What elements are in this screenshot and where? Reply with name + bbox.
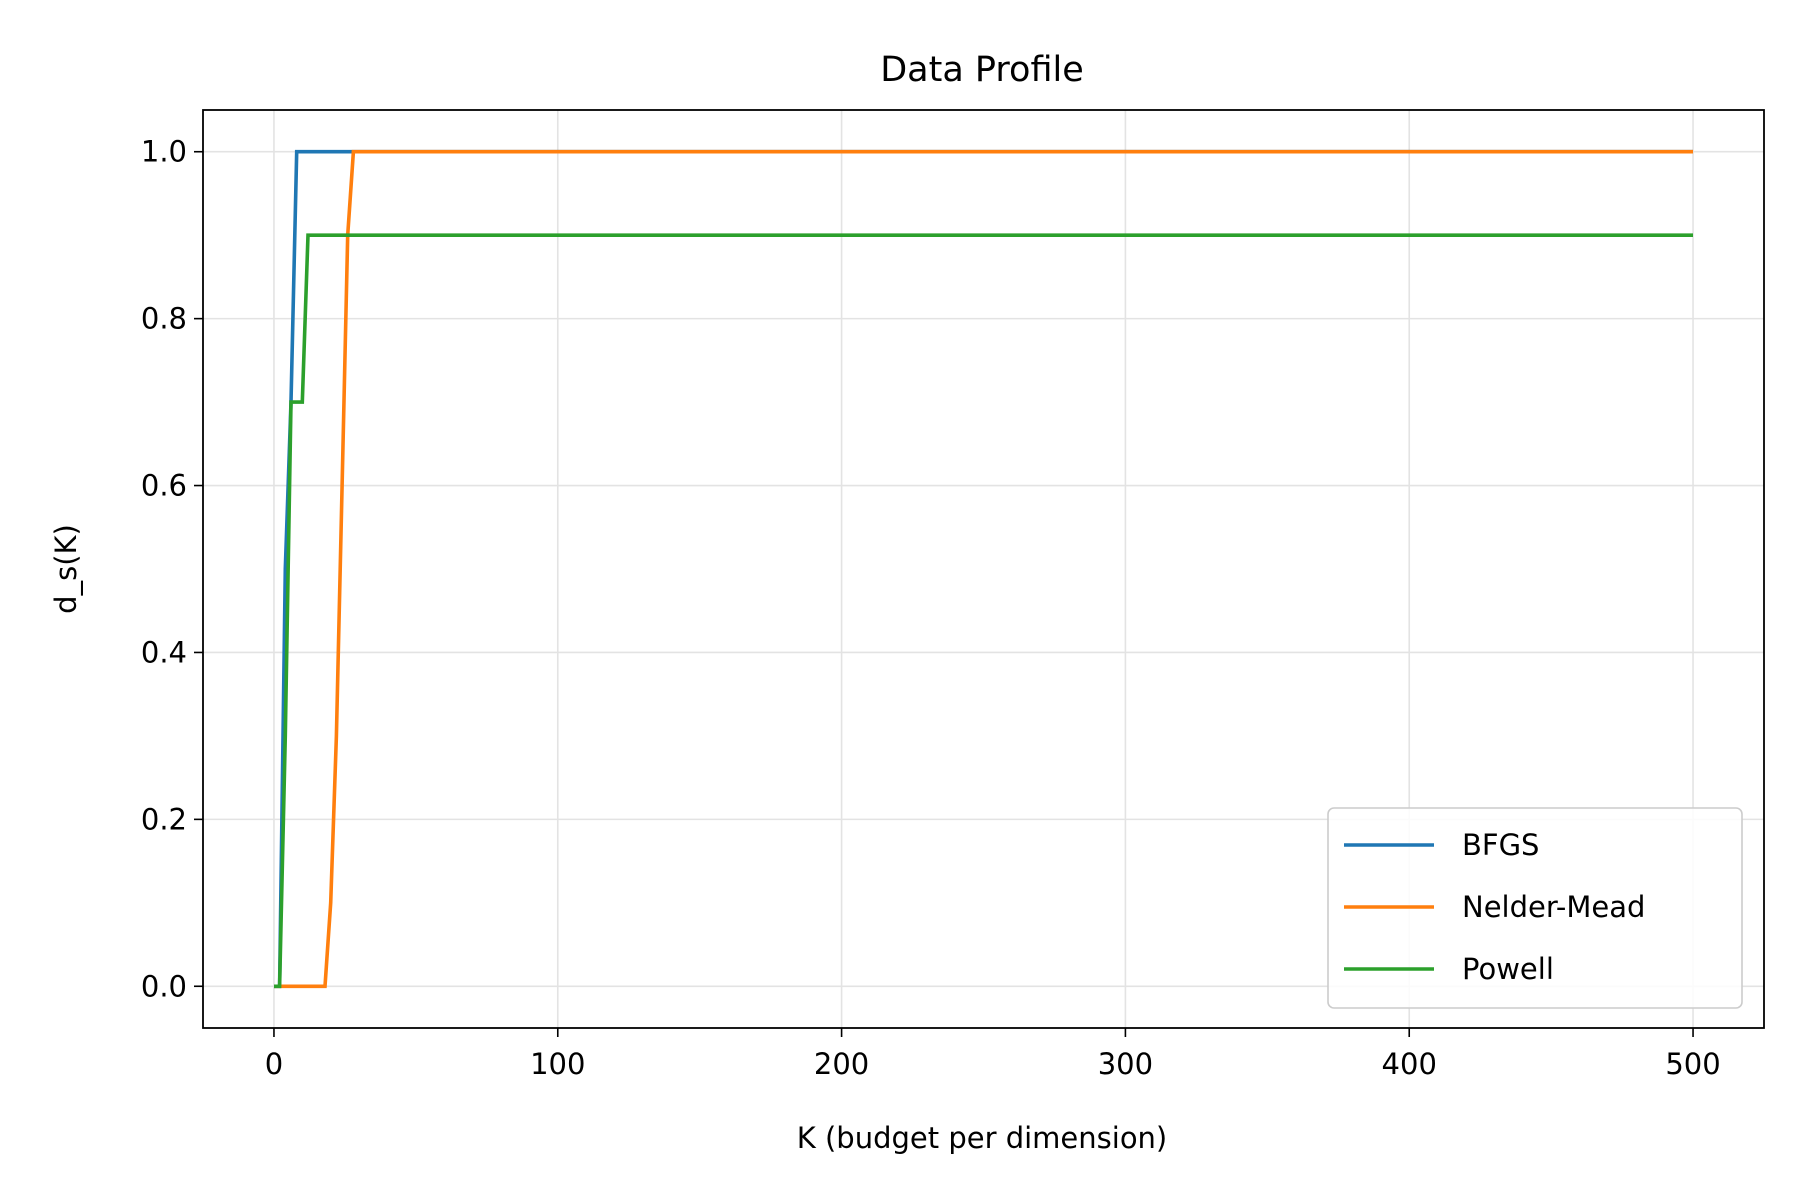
y-tick-label: 0.2 <box>141 802 187 836</box>
axes-frame <box>202 109 1765 1029</box>
legend-label-nelder-mead: Nelder-Mead <box>1462 890 1645 924</box>
series-line-nelder-mead <box>274 149 1693 989</box>
y-tick-label: 0.8 <box>141 302 187 336</box>
series-line-powell <box>274 233 1693 989</box>
y-tick-label: 1.0 <box>141 135 187 169</box>
legend: BFGS Nelder-Mead Powell <box>1327 807 1743 1009</box>
x-tick-label: 100 <box>530 1047 585 1081</box>
chart-title: Data Profile <box>880 50 1084 90</box>
x-tick-label: 300 <box>1098 1047 1153 1081</box>
x-tick-label: 500 <box>1665 1047 1720 1081</box>
series-lines <box>274 149 1693 989</box>
ticks: 0 100 200 300 400 500 0.0 0.2 0.4 0.6 0.8 1.0 <box>141 135 1721 1081</box>
y-axis-label: d_s(K) <box>49 524 83 614</box>
x-tick-label: 400 <box>1382 1047 1437 1081</box>
y-tick-label: 0.0 <box>141 969 187 1003</box>
legend-label-powell: Powell <box>1462 952 1554 986</box>
legend-box <box>1327 807 1743 1009</box>
legend-label-bfgs: BFGS <box>1462 828 1539 862</box>
x-tick-label: 0 <box>265 1047 283 1081</box>
x-axis-label: K (budget per dimension) <box>797 1121 1168 1155</box>
x-tick-label: 200 <box>814 1047 869 1081</box>
y-tick-label: 0.4 <box>141 635 187 669</box>
y-tick-label: 0.6 <box>141 469 187 503</box>
